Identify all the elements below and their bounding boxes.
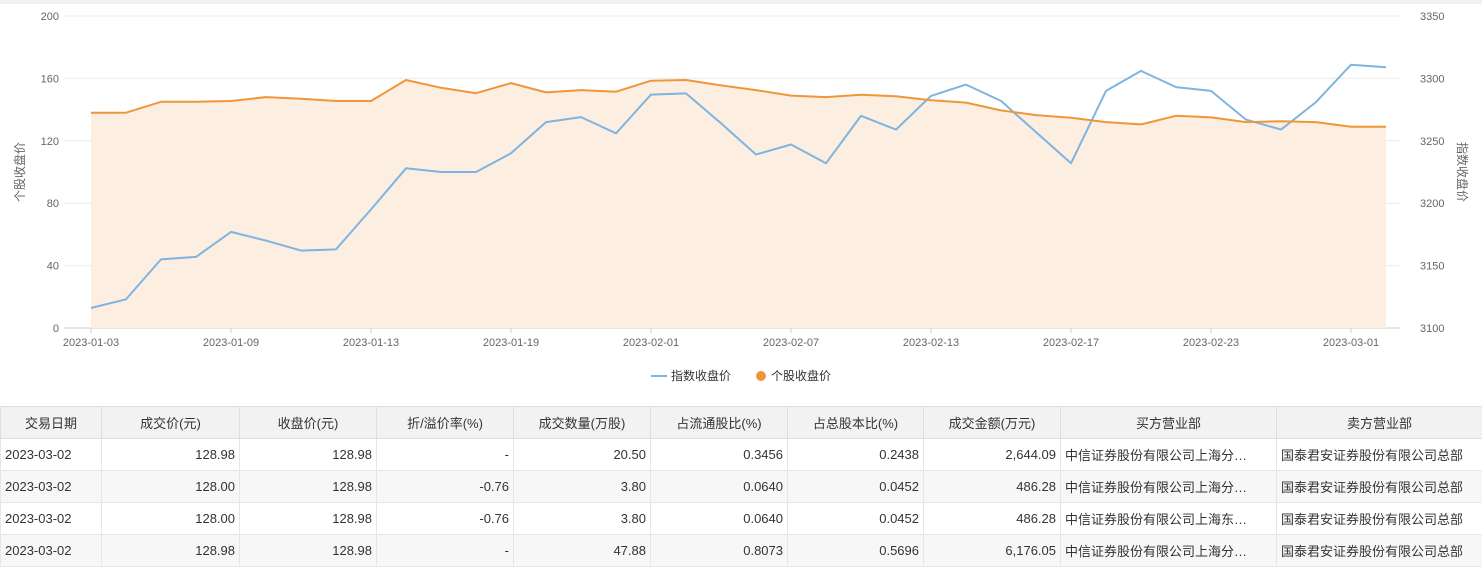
cell-premium-rate: -	[377, 439, 514, 471]
x-tick-label: 2023-01-19	[483, 337, 539, 349]
col-header-seller[interactable]: 卖方营业部	[1277, 407, 1482, 439]
cell-close-price: 128.98	[240, 471, 377, 503]
x-tick-label: 2023-02-17	[1043, 337, 1099, 349]
cell-close-price: 128.98	[240, 439, 377, 471]
right-tick-label: 3200	[1420, 198, 1444, 210]
right-tick-label: 3350	[1420, 11, 1444, 23]
cell-total-ratio: 0.5696	[788, 535, 924, 567]
cell-close-price: 128.98	[240, 503, 377, 535]
col-header-premium-rate[interactable]: 折/溢价率(%)	[377, 407, 514, 439]
legend-stock-dot-marker[interactable]	[756, 371, 766, 381]
legend-index-label[interactable]: 指数收盘价	[671, 368, 731, 383]
cell-buyer: 中信证券股份有限公司上海分…	[1061, 535, 1277, 567]
cell-float-ratio: 0.8073	[651, 535, 788, 567]
cell-premium-rate: -0.76	[377, 471, 514, 503]
left-axis-ticks: 0 40 80 120 160 200	[41, 11, 59, 335]
x-tick-label: 2023-01-03	[63, 337, 119, 349]
cell-trade-price: 128.00	[102, 503, 240, 535]
cell-trade-date: 2023-03-02	[1, 503, 102, 535]
cell-seller: 国泰君安证券股份有限公司总部	[1277, 535, 1482, 567]
right-axis-ticks: 3100 3150 3200 3250 3300 3350	[1420, 11, 1444, 335]
col-header-amount[interactable]: 成交金额(万元)	[924, 407, 1061, 439]
x-tick-label: 2023-02-23	[1183, 337, 1239, 349]
table-row: 2023-03-02 128.98 128.98 - 47.88 0.8073 …	[1, 535, 1482, 567]
col-header-trade-price[interactable]: 成交价(元)	[102, 407, 240, 439]
left-tick-label: 40	[47, 261, 59, 273]
cell-trade-price: 128.98	[102, 535, 240, 567]
cell-trade-date: 2023-03-02	[1, 535, 102, 567]
col-header-close-price[interactable]: 收盘价(元)	[240, 407, 377, 439]
left-tick-label: 80	[47, 198, 59, 210]
col-header-buyer[interactable]: 买方营业部	[1061, 407, 1277, 439]
cell-volume: 20.50	[514, 439, 651, 471]
cell-seller: 国泰君安证券股份有限公司总部	[1277, 503, 1482, 535]
x-tick-label: 2023-01-13	[343, 337, 399, 349]
right-tick-label: 3250	[1420, 136, 1444, 148]
x-tick-label: 2023-02-01	[623, 337, 679, 349]
x-axis-ticks: 2023-01-03 2023-01-09 2023-01-13 2023-01-19…	[63, 328, 1379, 349]
cell-amount: 486.28	[924, 503, 1061, 535]
cell-seller: 国泰君安证券股份有限公司总部	[1277, 439, 1482, 471]
cell-amount: 2,644.09	[924, 439, 1061, 471]
cell-volume: 47.88	[514, 535, 651, 567]
right-axis-title: 指数收盘价	[1455, 142, 1470, 202]
left-tick-label: 160	[41, 73, 59, 85]
col-header-total-ratio[interactable]: 占总股本比(%)	[788, 407, 924, 439]
x-tick-label: 2023-02-07	[763, 337, 819, 349]
cell-total-ratio: 0.2438	[788, 439, 924, 471]
cell-close-price: 128.98	[240, 535, 377, 567]
cell-buyer: 中信证券股份有限公司上海东…	[1061, 503, 1277, 535]
right-tick-label: 3100	[1420, 323, 1444, 335]
cell-trade-date: 2023-03-02	[1, 439, 102, 471]
cell-float-ratio: 0.0640	[651, 471, 788, 503]
col-header-volume[interactable]: 成交数量(万股)	[514, 407, 651, 439]
col-header-trade-date[interactable]: 交易日期	[1, 407, 102, 439]
x-tick-label: 2023-01-09	[203, 337, 259, 349]
chart-legend[interactable]: 指数收盘价 个股收盘价	[651, 368, 831, 383]
cell-volume: 3.80	[514, 503, 651, 535]
left-tick-label: 0	[53, 323, 59, 335]
table-row: 2023-03-02 128.00 128.98 -0.76 3.80 0.06…	[1, 503, 1482, 535]
cell-premium-rate: -0.76	[377, 503, 514, 535]
x-tick-label: 2023-02-13	[903, 337, 959, 349]
cell-seller: 国泰君安证券股份有限公司总部	[1277, 471, 1482, 503]
cell-amount: 486.28	[924, 471, 1061, 503]
legend-stock-label[interactable]: 个股收盘价	[771, 368, 831, 383]
table-header-row: 交易日期 成交价(元) 收盘价(元) 折/溢价率(%) 成交数量(万股) 占流通…	[1, 407, 1482, 439]
cell-float-ratio: 0.3456	[651, 439, 788, 471]
cell-total-ratio: 0.0452	[788, 503, 924, 535]
block-trade-table: 交易日期 成交价(元) 收盘价(元) 折/溢价率(%) 成交数量(万股) 占流通…	[0, 406, 1482, 567]
left-axis-title: 个股收盘价	[12, 142, 27, 202]
cell-trade-price: 128.98	[102, 439, 240, 471]
cell-buyer: 中信证券股份有限公司上海分…	[1061, 439, 1277, 471]
cell-trade-price: 128.00	[102, 471, 240, 503]
cell-float-ratio: 0.0640	[651, 503, 788, 535]
cell-amount: 6,176.05	[924, 535, 1061, 567]
left-tick-label: 120	[41, 136, 59, 148]
cell-volume: 3.80	[514, 471, 651, 503]
cell-buyer: 中信证券股份有限公司上海分…	[1061, 471, 1277, 503]
cell-total-ratio: 0.0452	[788, 471, 924, 503]
left-tick-label: 200	[41, 11, 59, 23]
table-row: 2023-03-02 128.00 128.98 -0.76 3.80 0.06…	[1, 471, 1482, 503]
right-tick-label: 3150	[1420, 261, 1444, 273]
cell-trade-date: 2023-03-02	[1, 471, 102, 503]
x-tick-label: 2023-03-01	[1323, 337, 1379, 349]
right-tick-label: 3300	[1420, 73, 1444, 85]
col-header-float-ratio[interactable]: 占流通股比(%)	[651, 407, 788, 439]
table-row: 2023-03-02 128.98 128.98 - 20.50 0.3456 …	[1, 439, 1482, 471]
cell-premium-rate: -	[377, 535, 514, 567]
